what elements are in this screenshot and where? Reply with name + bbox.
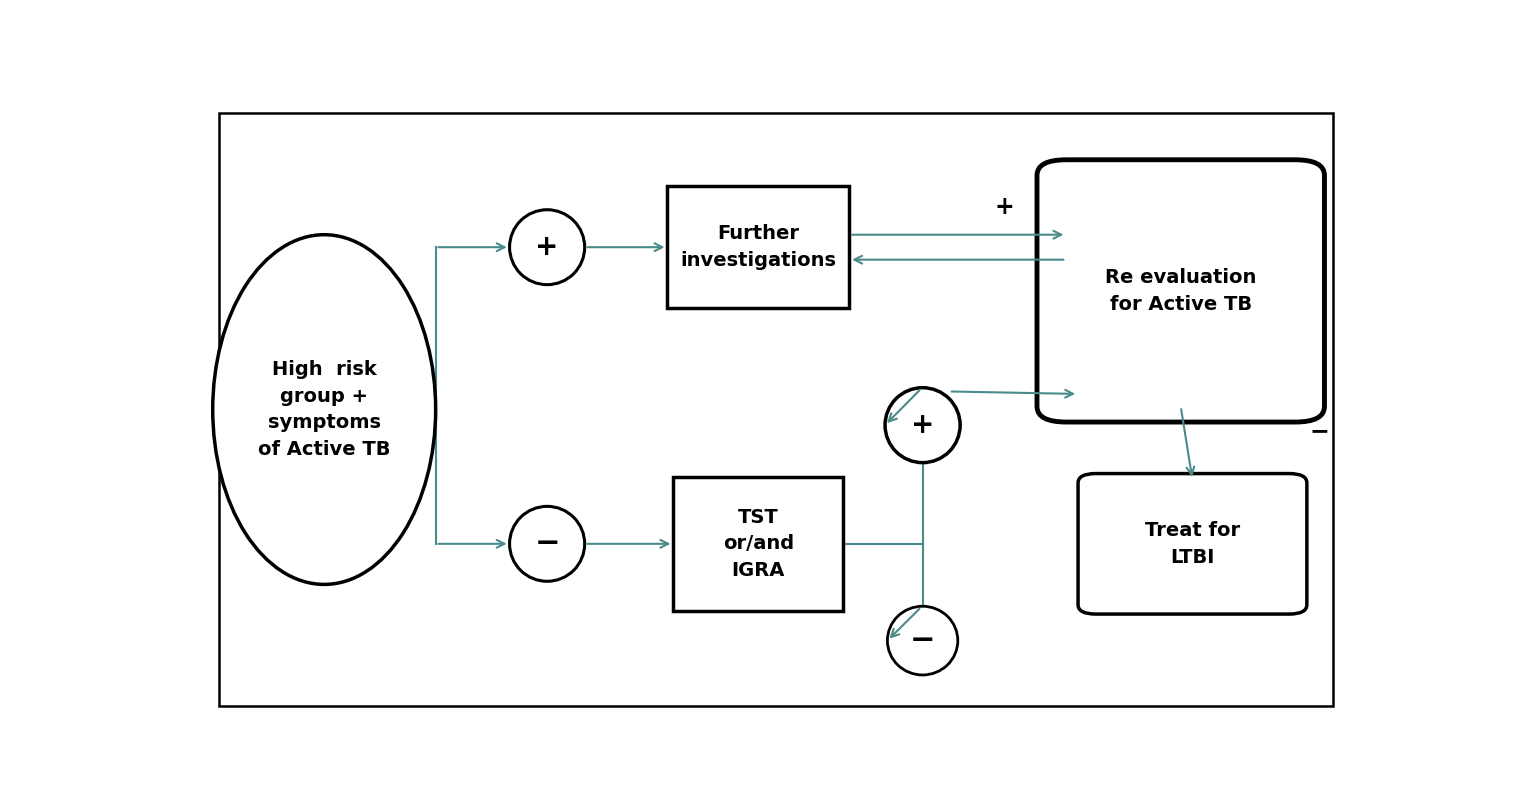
- Ellipse shape: [510, 506, 584, 581]
- Bar: [674, 477, 843, 611]
- Ellipse shape: [212, 234, 436, 585]
- Ellipse shape: [886, 388, 960, 462]
- Bar: [668, 187, 849, 308]
- Text: Treat for
LTBI: Treat for LTBI: [1145, 521, 1240, 567]
- Text: Re evaluation
for Active TB: Re evaluation for Active TB: [1105, 268, 1257, 314]
- Text: −: −: [1310, 419, 1329, 444]
- Text: TST
or/and
IGRA: TST or/and IGRA: [722, 508, 793, 580]
- Text: +: +: [911, 411, 934, 440]
- Ellipse shape: [510, 210, 584, 285]
- FancyBboxPatch shape: [1078, 474, 1307, 614]
- Ellipse shape: [887, 607, 958, 675]
- Text: −: −: [910, 626, 936, 655]
- Text: −: −: [534, 530, 560, 558]
- FancyBboxPatch shape: [1037, 160, 1325, 422]
- Text: +: +: [995, 195, 1014, 219]
- Text: +: +: [536, 234, 559, 261]
- Text: Further
investigations: Further investigations: [680, 225, 836, 270]
- Text: High  risk
group +
symptoms
of Active TB: High risk group + symptoms of Active TB: [257, 360, 391, 459]
